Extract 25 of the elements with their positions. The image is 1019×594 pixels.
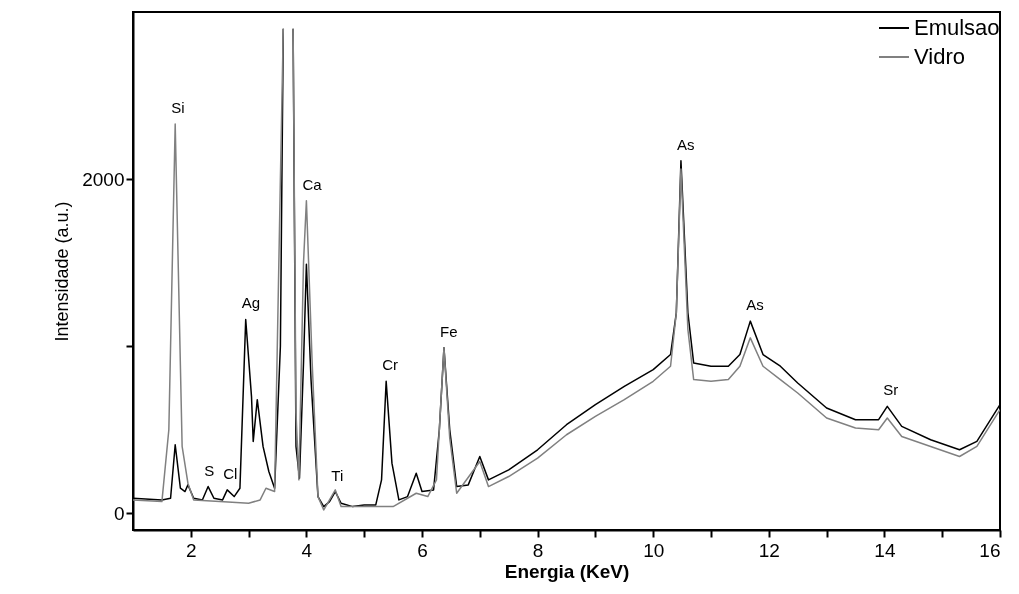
annotation: Cl bbox=[223, 464, 238, 482]
annotation: Si bbox=[171, 98, 185, 116]
annotation: Fe bbox=[439, 322, 458, 340]
x-tick-label: 4 bbox=[301, 539, 313, 561]
annotation: As bbox=[746, 296, 764, 314]
annotation: Ca bbox=[302, 175, 323, 193]
y-tick-label: 0 bbox=[113, 502, 125, 524]
annotation: Ti bbox=[331, 466, 344, 484]
x-axis-title: Energia (KeV) bbox=[504, 560, 630, 582]
x-tick-label: 10 bbox=[643, 539, 665, 561]
x-tick-label: 8 bbox=[532, 539, 544, 561]
legend-label: Emulsao bbox=[914, 15, 1000, 40]
x-tick-label: 2 bbox=[186, 539, 197, 561]
annotation: Ag bbox=[241, 294, 261, 312]
legend-label: Vidro bbox=[914, 44, 965, 69]
x-tick-label: 16 bbox=[979, 539, 1001, 561]
annotation: Sr bbox=[883, 381, 899, 399]
y-tick-label: 2000 bbox=[82, 168, 125, 190]
x-tick-label: 14 bbox=[874, 539, 896, 561]
x-tick-label: 6 bbox=[417, 539, 428, 561]
annotation: Cr bbox=[382, 356, 398, 374]
y-axis-title: Intensidade (a.u.) bbox=[52, 201, 73, 342]
annotation: As bbox=[676, 135, 695, 153]
x-tick-label: 12 bbox=[758, 539, 780, 561]
annotation: S bbox=[204, 461, 215, 479]
